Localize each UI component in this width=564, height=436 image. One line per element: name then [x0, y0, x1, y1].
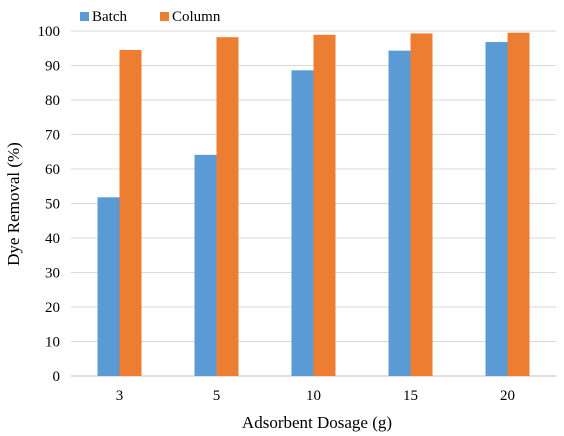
bar-column-15 — [410, 33, 433, 376]
x-tick-label-20: 20 — [500, 388, 515, 404]
legend: Batch Column — [80, 9, 221, 25]
x-tick-label-5: 5 — [213, 388, 221, 404]
y-tick-label-50: 50 — [45, 197, 60, 213]
x-axis-title: Adsorbent Dosage (g) — [242, 413, 392, 432]
bar-column-3 — [119, 49, 142, 376]
legend-swatch-column — [160, 12, 169, 21]
y-tick-label-30: 30 — [45, 266, 60, 282]
y-tick-label-40: 40 — [45, 231, 60, 247]
bar-batch-10 — [291, 70, 314, 376]
y-tick-label-0: 0 — [53, 369, 61, 385]
x-tick-label-15: 15 — [403, 388, 418, 404]
y-tick-label-80: 80 — [45, 93, 60, 109]
bar-column-5 — [216, 37, 239, 377]
y-axis-title: Dye Removal (%) — [4, 142, 23, 266]
bar-batch-20 — [485, 42, 508, 376]
legend-swatch-batch — [80, 12, 89, 21]
bar-batch-5 — [194, 154, 217, 376]
y-tick-label-10: 10 — [45, 335, 60, 351]
bars — [97, 32, 530, 377]
bar-batch-3 — [97, 197, 120, 376]
y-tick-label-70: 70 — [45, 128, 60, 144]
bar-column-10 — [313, 34, 336, 377]
legend-label-batch: Batch — [92, 9, 127, 25]
x-tick-label-10: 10 — [306, 388, 321, 404]
y-tick-label-60: 60 — [45, 162, 60, 178]
legend-label-column: Column — [172, 9, 221, 25]
y-tick-label-100: 100 — [38, 24, 61, 40]
y-tick-label-20: 20 — [45, 300, 60, 316]
x-tick-label-3: 3 — [116, 388, 124, 404]
bar-column-20 — [507, 32, 530, 376]
y-tick-label-90: 90 — [45, 59, 60, 75]
tick-labels: 0 10 20 30 40 50 60 70 80 90 100 3 5 10 15 20 — [38, 24, 516, 404]
bar-batch-15 — [388, 50, 411, 376]
